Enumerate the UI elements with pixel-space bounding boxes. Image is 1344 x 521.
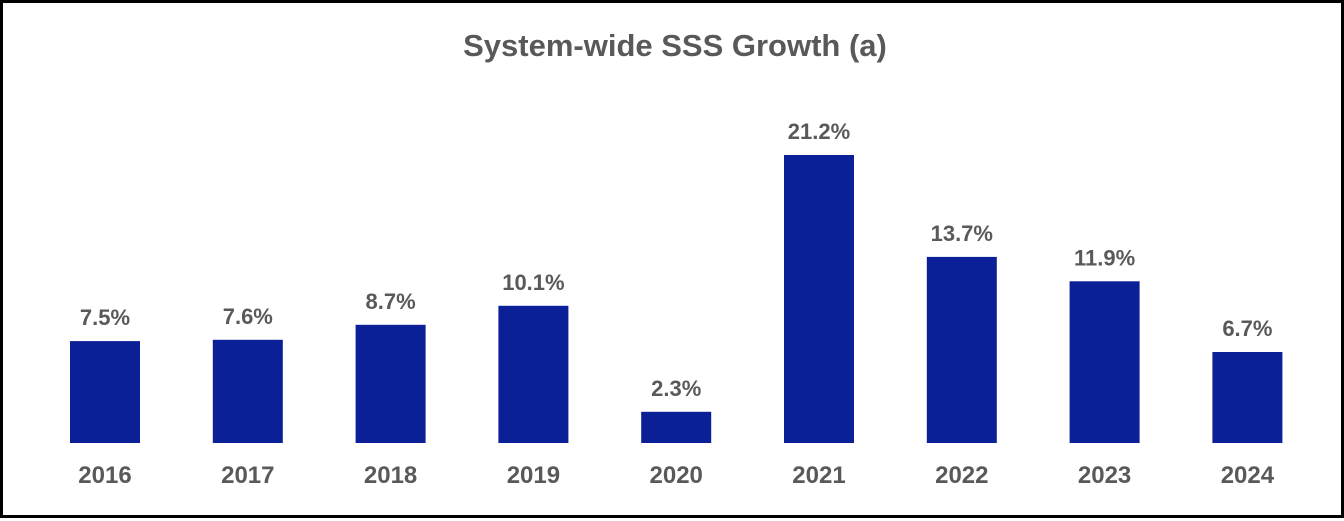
bar-2017 bbox=[212, 339, 283, 443]
category-label-2023: 2023 bbox=[1078, 462, 1131, 489]
category-label-2020: 2020 bbox=[650, 462, 703, 489]
value-label-2021: 21.2% bbox=[788, 119, 850, 144]
category-label-2016: 2016 bbox=[78, 462, 131, 489]
bar-2022 bbox=[926, 256, 997, 443]
bar-2023 bbox=[1069, 281, 1140, 443]
sss-growth-chart: System-wide SSS Growth (a) 7.5% 7.6% 8.7% 1… bbox=[70, 28, 1283, 489]
value-label-2022: 13.7% bbox=[931, 221, 993, 246]
value-label-2019: 10.1% bbox=[502, 270, 564, 295]
category-label-2024: 2024 bbox=[1221, 462, 1275, 489]
category-label-2021: 2021 bbox=[792, 462, 845, 489]
value-label-2023: 11.9% bbox=[1074, 245, 1135, 270]
bar-2016 bbox=[70, 341, 140, 443]
value-label-2016: 7.5% bbox=[80, 305, 130, 330]
value-label-2024: 6.7% bbox=[1222, 316, 1272, 341]
bar-2020 bbox=[641, 411, 712, 443]
bars-group bbox=[70, 155, 1283, 443]
chart-title: System-wide SSS Growth (a) bbox=[463, 28, 887, 63]
category-label-2022: 2022 bbox=[935, 462, 988, 489]
value-label-2020: 2.3% bbox=[651, 376, 701, 401]
value-labels-group: 7.5% 7.6% 8.7% 10.1% 2.3% 21.2% 13.7% 11.9% 6.7% bbox=[80, 119, 1273, 401]
bar-2018 bbox=[355, 324, 426, 443]
value-label-2018: 8.7% bbox=[366, 289, 416, 314]
category-label-2018: 2018 bbox=[364, 462, 417, 489]
category-labels-group: 2016 2017 2018 2019 2020 2021 2022 2023 2024 bbox=[78, 462, 1274, 489]
category-label-2017: 2017 bbox=[221, 462, 274, 489]
bar-2021 bbox=[784, 155, 854, 443]
bar-2019 bbox=[498, 305, 569, 443]
category-label-2019: 2019 bbox=[507, 462, 560, 489]
value-label-2017: 7.6% bbox=[223, 304, 273, 329]
bar-2024 bbox=[1212, 352, 1283, 443]
